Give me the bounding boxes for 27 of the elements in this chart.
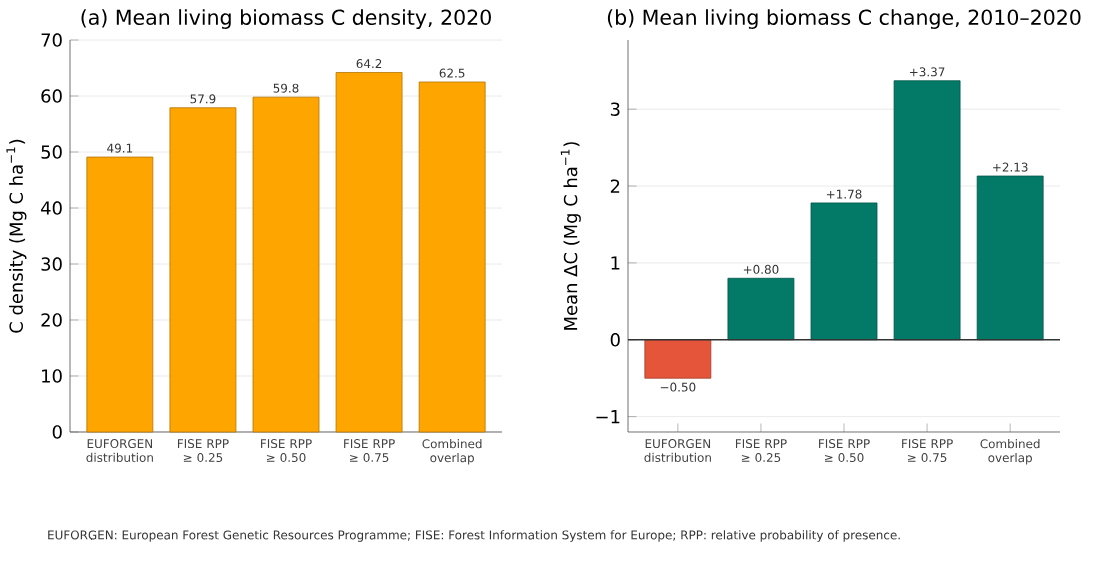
chart-title: (a) Mean living biomass C density, 2020: [81, 9, 491, 30]
y-tick-label: 60: [41, 89, 62, 103]
bar: [976, 175, 1044, 341]
y-tick-label: 0: [610, 332, 620, 347]
bar: [893, 80, 961, 341]
chart-title: (b) Mean living biomass C change, 2010–2020: [607, 9, 1081, 30]
bar: [727, 277, 795, 341]
bar: [169, 107, 237, 433]
bar: [335, 72, 403, 433]
y-tick-label: 40: [41, 201, 62, 215]
bar: [644, 339, 712, 379]
bar: [86, 156, 154, 433]
bar: [418, 81, 486, 433]
bar: [810, 202, 878, 341]
y-tick-label: 50: [41, 145, 62, 159]
y-tick-label: 70: [41, 33, 62, 47]
y-tick-label: −1: [596, 410, 620, 424]
y-tick-label: 20: [41, 313, 62, 327]
y-tick-label: 2: [610, 179, 620, 193]
y-tick-label: 30: [41, 257, 62, 271]
y-tick-label: 0: [52, 425, 62, 439]
bar: [252, 96, 320, 433]
y-tick-label: 10: [42, 369, 62, 383]
y-tick-label: 1: [611, 256, 620, 270]
y-axis-title: Mean ΔC (Mg C ha$^{−1}$): [560, 142, 581, 330]
y-axis-title: C density (Mg C ha$^{−1}$): [6, 139, 27, 333]
y-tick-label: 3: [610, 102, 620, 116]
